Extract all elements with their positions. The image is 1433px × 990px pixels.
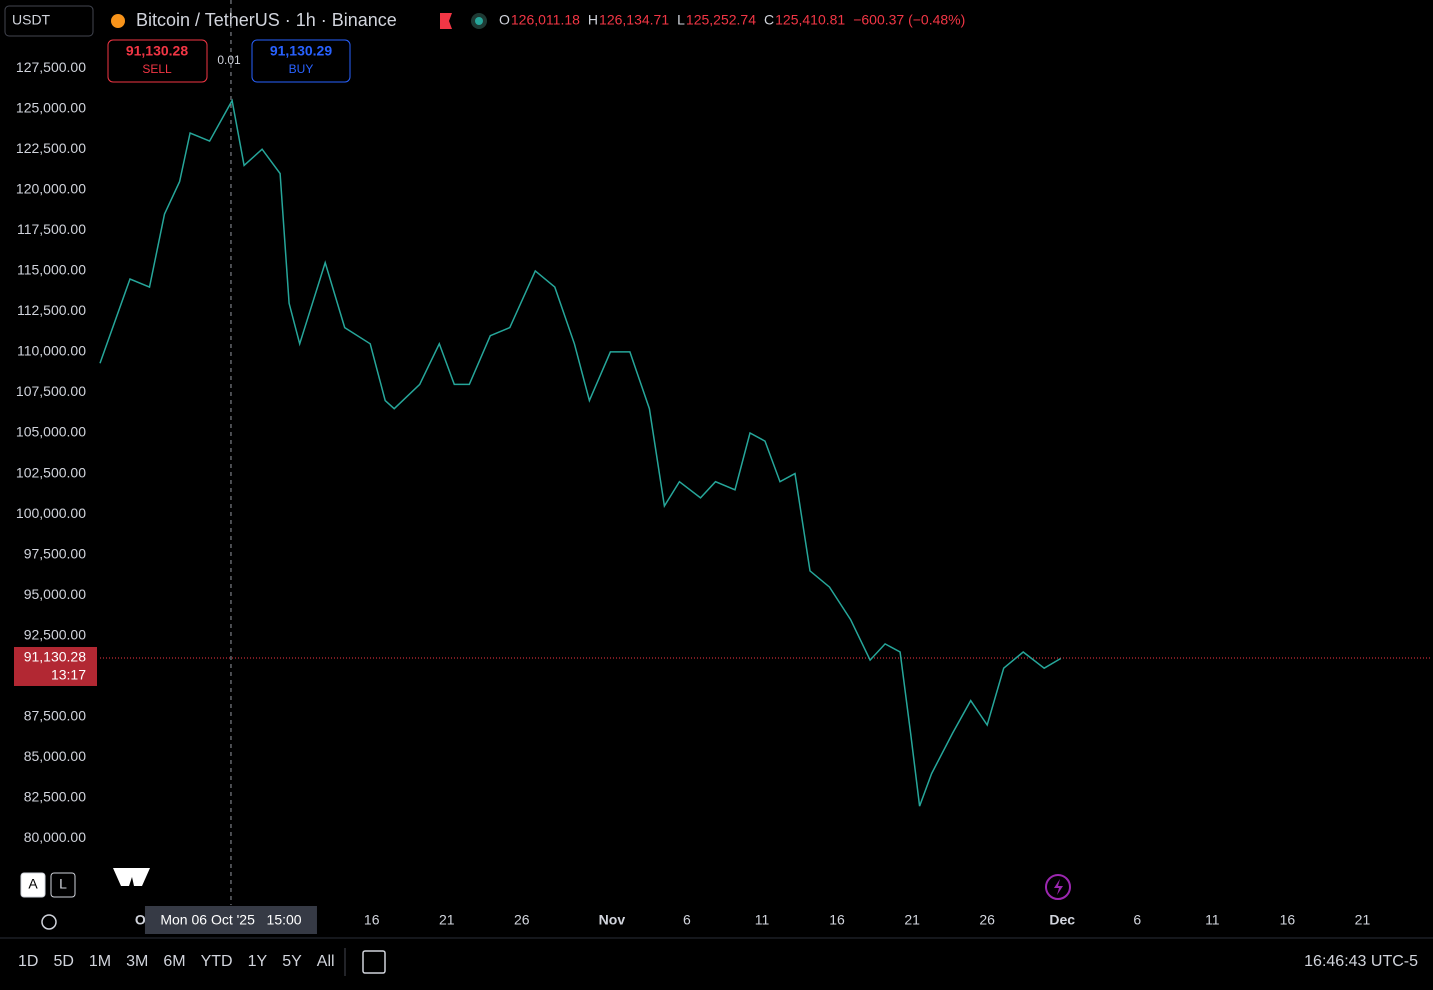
event-icon[interactable]: [1045, 874, 1071, 900]
ohlc-key: H: [588, 12, 598, 28]
x-tick-label: 16: [1280, 912, 1296, 928]
range-button[interactable]: YTD: [201, 953, 233, 970]
y-tick-label: 80,000.00: [24, 829, 86, 845]
buy-label: BUY: [289, 62, 314, 76]
y-tick-label: 85,000.00: [24, 748, 86, 764]
y-tick-label: 92,500.00: [24, 626, 86, 642]
x-tick-label: 21: [1355, 912, 1371, 928]
y-tick-label: 125,000.00: [16, 99, 86, 115]
x-tick-label: 26: [514, 912, 530, 928]
range-button[interactable]: 1Y: [248, 953, 268, 970]
y-tick-label: 87,500.00: [24, 708, 86, 724]
crosshair-label: Mon 06 Oct '25 15:00: [160, 912, 301, 928]
range-button[interactable]: 5Y: [282, 953, 302, 970]
ohlc-value: 126,011.18: [511, 12, 580, 28]
settings-icon[interactable]: [41, 914, 57, 930]
ohlc: O 126,011.18 H 126,134.71 L 125,252.74 C 125,41…: [499, 12, 965, 28]
buy-button[interactable]: [251, 39, 351, 83]
y-tick-label: 102,500.00: [16, 464, 86, 480]
scale-button[interactable]: [20, 872, 46, 898]
sell-price: 91,130.28: [126, 43, 188, 59]
currency-select[interactable]: [4, 5, 94, 37]
x-tick-label: 11: [755, 912, 770, 928]
range-button[interactable]: All: [317, 953, 335, 970]
ohlc-key: L: [677, 12, 685, 28]
x-tick-label: 21: [439, 912, 455, 928]
scale-label: L: [59, 876, 67, 892]
ohlc-key: O: [499, 12, 510, 28]
crosshair-box: [144, 906, 317, 934]
y-tick-label: 100,000.00: [16, 505, 86, 521]
change: −600.37 (−0.48%): [853, 12, 965, 28]
currency: USDT: [12, 12, 51, 28]
ranges: 1D 5D 1M 3M 6M YTD 1Y 5Y All: [18, 953, 335, 970]
ohlc-value: 125,252.74: [686, 12, 756, 28]
flag[interactable]: [440, 13, 452, 29]
y-tick-label: 112,500.00: [17, 302, 86, 318]
x-tick-label: 26: [979, 912, 995, 928]
ohlc-key: C: [764, 12, 774, 28]
scale-label: A: [28, 876, 38, 892]
last-price-box: [14, 646, 97, 686]
y-tick-label: 115,000.00: [17, 262, 86, 278]
coin-icon: [111, 14, 125, 28]
y-tick-label: 110,000.00: [17, 343, 86, 359]
y-tick-label: 95,000.00: [24, 586, 86, 602]
x-tick-label: 16: [829, 912, 845, 928]
sell-label: SELL: [142, 62, 172, 76]
x-tick-label: 16: [364, 912, 380, 928]
spread: 0.01: [217, 53, 241, 67]
last-price-label: 91,130.28: [24, 649, 86, 665]
range-button[interactable]: 6M: [163, 953, 185, 970]
y-tick-label: 105,000.00: [16, 424, 86, 440]
scale-button[interactable]: [50, 872, 76, 898]
y-tick-label: 107,500.00: [16, 383, 86, 399]
range-button[interactable]: 5D: [53, 953, 73, 970]
bolt: [1054, 879, 1063, 895]
status-dot: [475, 17, 483, 25]
range-button[interactable]: 3M: [126, 953, 148, 970]
y-tick-label: 120,000.00: [16, 180, 86, 196]
ohlc-value: 126,134.71: [599, 12, 669, 28]
logo: [113, 868, 150, 886]
range-button[interactable]: 1M: [89, 953, 111, 970]
y-tick-label: 82,500.00: [24, 789, 86, 805]
date-range-icon[interactable]: [362, 950, 386, 974]
x-tick-label: 6: [683, 912, 691, 928]
symbol: Bitcoin / TetherUS · 1h · Binance: [136, 10, 397, 30]
ohlc-value: 125,410.81: [775, 12, 845, 28]
x-tick-label: 21: [904, 912, 920, 928]
x-tick-label: Dec: [1049, 912, 1075, 928]
y-tick-label: 97,500.00: [24, 545, 86, 561]
y-tick-label: 127,500.00: [16, 59, 86, 75]
countdown: 13:17: [51, 667, 86, 683]
y-tick-label: 117,500.00: [17, 221, 86, 237]
x-tick-label: 11: [1205, 912, 1220, 928]
y-tick-label: 122,500.00: [16, 140, 86, 156]
clock: 16:46:43 UTC-5: [1304, 953, 1418, 970]
x-tick-label: 6: [1133, 912, 1141, 928]
range-button[interactable]: 1D: [18, 953, 38, 970]
price-line: [99, 98, 1062, 807]
x-tick-label: Nov: [599, 912, 626, 928]
buy-price: 91,130.29: [270, 43, 332, 59]
sell-button[interactable]: [107, 39, 208, 83]
plot: 80,000.00 82,500.00 85,000.00 87,500.00 92,5…: [14, 0, 1430, 934]
